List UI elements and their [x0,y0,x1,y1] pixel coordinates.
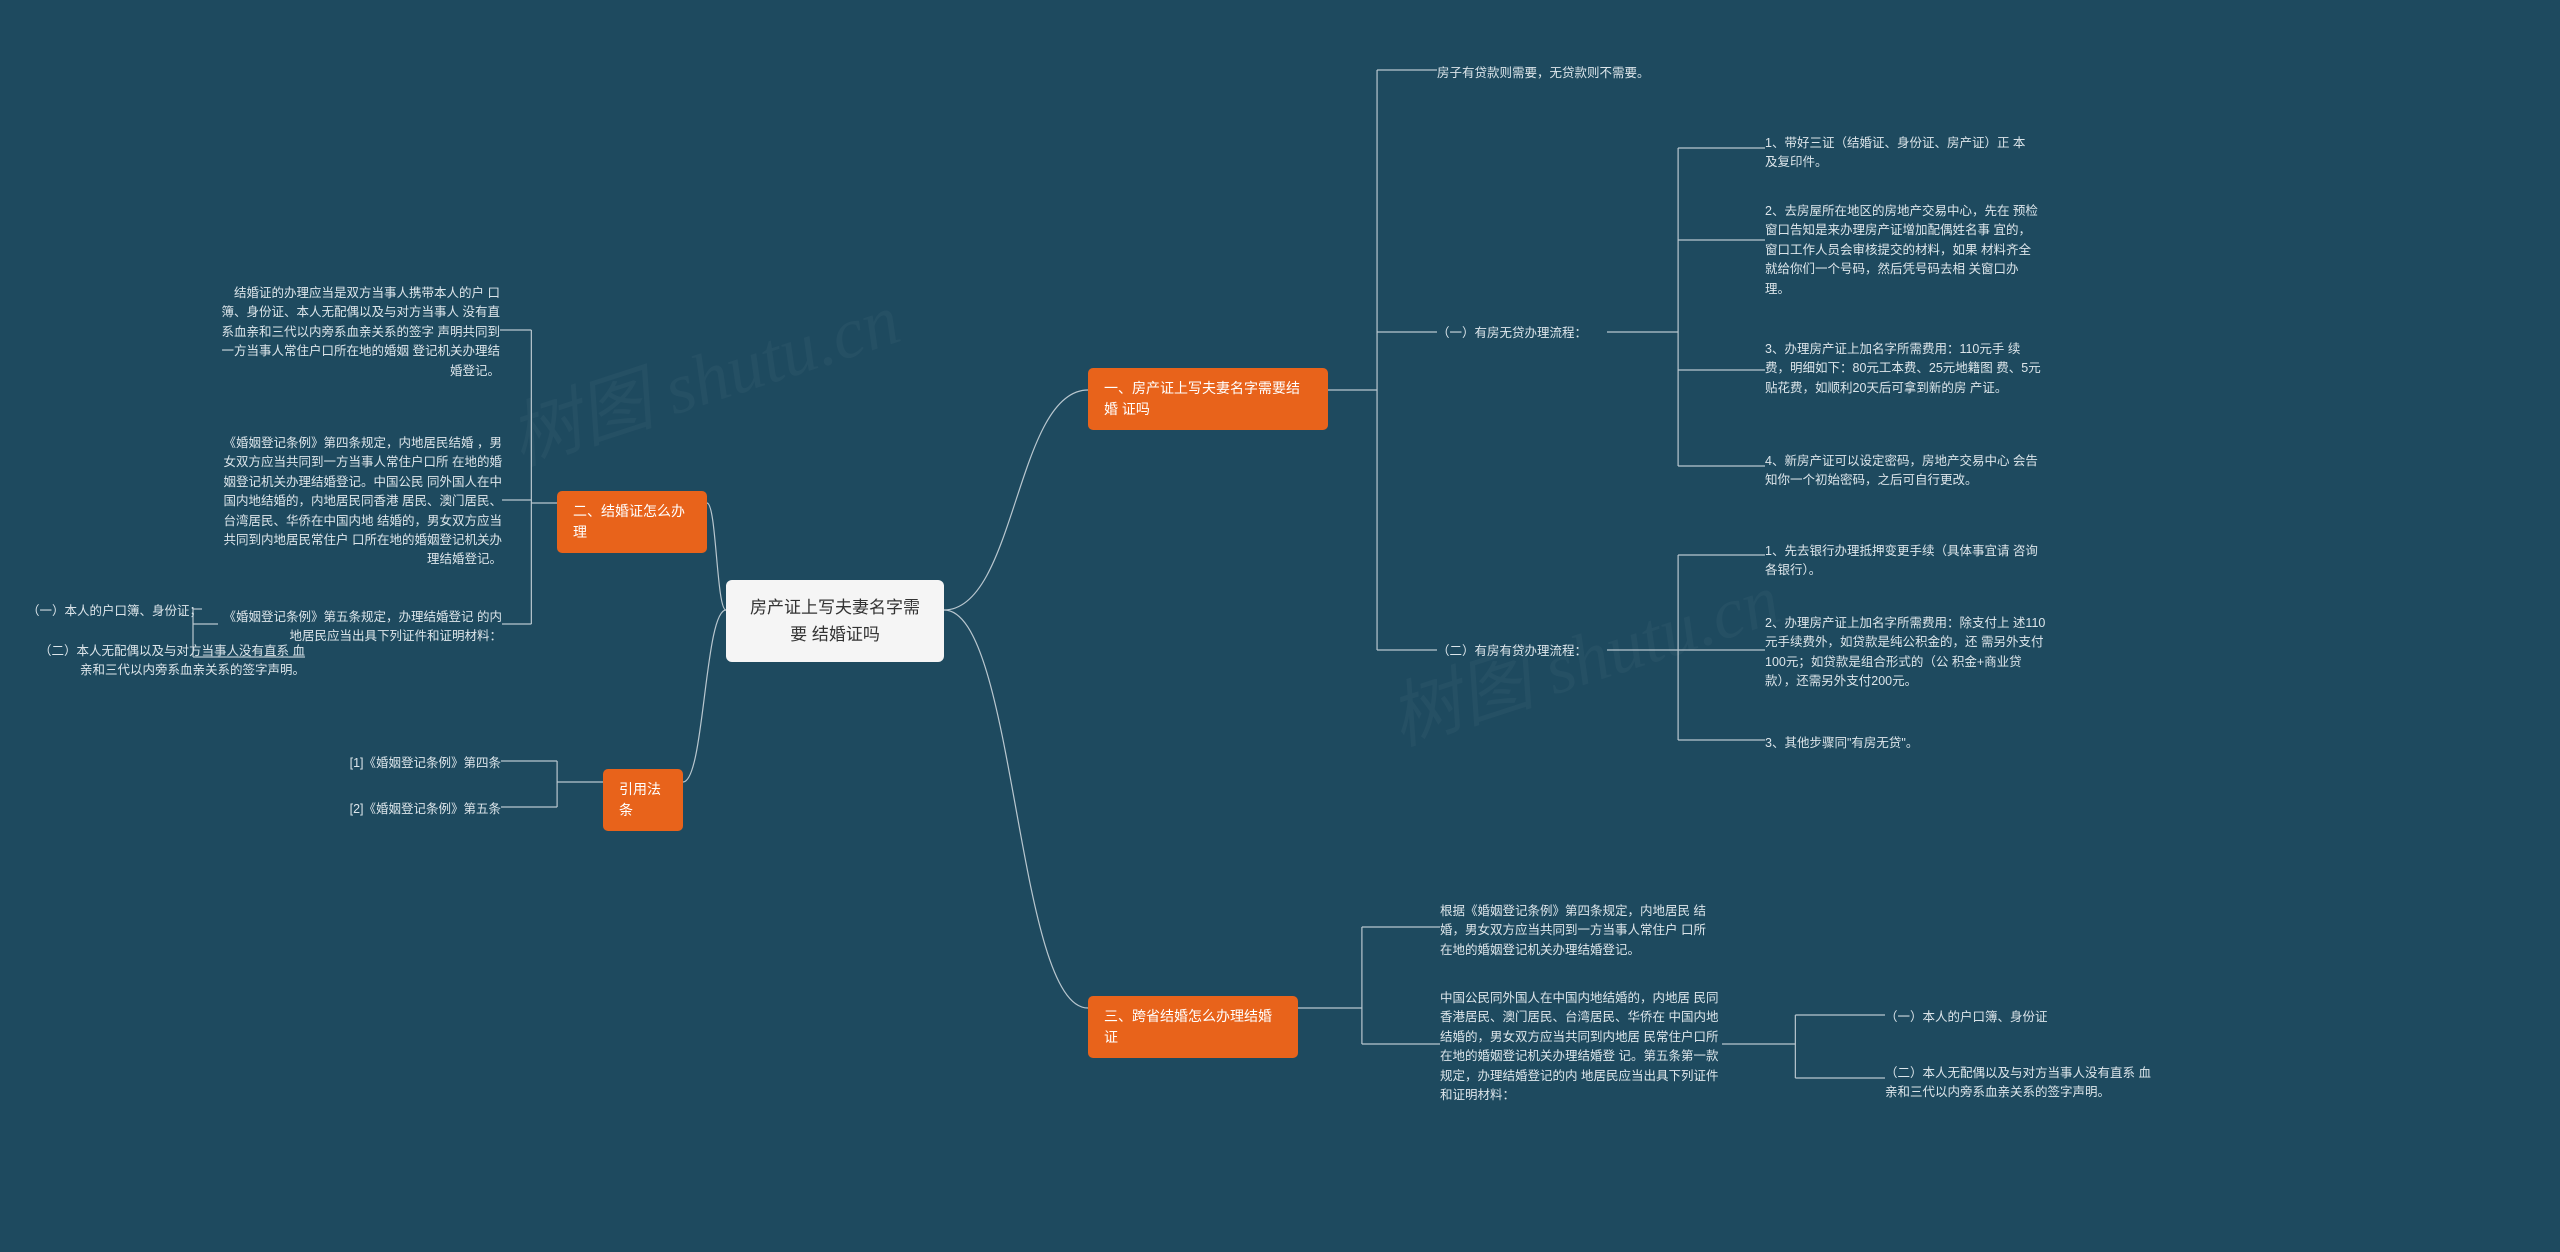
leaf-node: （二）本人无配偶以及与对方当事人没有直系 血亲和三代以内旁系血亲关系的签字声明。 [1885,1062,2163,1105]
leaf-node: 3、其他步骤同"有房无贷"。 [1765,732,1965,755]
leaf-node: 3、办理房产证上加名字所需费用：110元手 续费，明细如下：80元工本费、25元… [1765,338,2043,400]
leaf-node: （一）有房无贷办理流程： [1437,322,1607,345]
leaf-node: 1、先去银行办理抵押变更手续（具体事宜请 咨询各银行）。 [1765,540,2043,583]
leaf-node: （二）本人无配偶以及与对方当事人没有直系 血亲和三代以内旁系血亲关系的签字声明。 [33,640,305,683]
leaf-node: （二）有房有贷办理流程： [1437,640,1607,663]
leaf-node: 2、去房屋所在地区的房地产交易中心，先在 预检窗口告知是来办理房产证增加配偶姓名… [1765,200,2043,301]
branch-node: 引用法条 [603,769,683,831]
leaf-node: （一）本人的户口簿、身份证； [6,600,202,623]
leaf-node: 房子有贷款则需要，无贷款则不需要。 [1437,62,1667,85]
branch-node: 一、房产证上写夫妻名字需要结婚 证吗 [1088,368,1328,430]
leaf-node: 结婚证的办理应当是双方当事人携带本人的户 口簿、身份证、本人无配偶以及与对方当事… [218,282,500,383]
leaf-node: 1、带好三证（结婚证、身份证、房产证）正 本及复印件。 [1765,132,2033,175]
leaf-node: 2、办理房产证上加名字所需费用：除支付上 述110元手续费外，如贷款是纯公积金的… [1765,612,2047,694]
leaf-node: 根据《婚姻登记条例》第四条规定，内地居民 结婚，男女双方应当共同到一方当事人常住… [1440,900,1718,962]
leaf-node: 中国公民同外国人在中国内地结婚的，内地居 民同香港居民、澳门居民、台湾居民、华侨… [1440,987,1722,1107]
branch-node: 二、结婚证怎么办理 [557,491,707,553]
leaf-node: 4、新房产证可以设定密码，房地产交易中心 会告知你一个初始密码，之后可自行更改。 [1765,450,2043,493]
leaf-node: 《婚姻登记条例》第四条规定，内地居民结婚 ，男女双方应当共同到一方当事人常住户口… [218,432,502,572]
root-node: 房产证上写夫妻名字需要 结婚证吗 [726,580,944,662]
watermark: 树图 shutu.cn [494,260,911,485]
leaf-node: [2]《婚姻登记条例》第五条 [335,798,501,821]
branch-node: 三、跨省结婚怎么办理结婚证 [1088,996,1298,1058]
leaf-node: [1]《婚姻登记条例》第四条 [335,752,501,775]
leaf-node: （一）本人的户口簿、身份证 [1885,1006,2075,1029]
